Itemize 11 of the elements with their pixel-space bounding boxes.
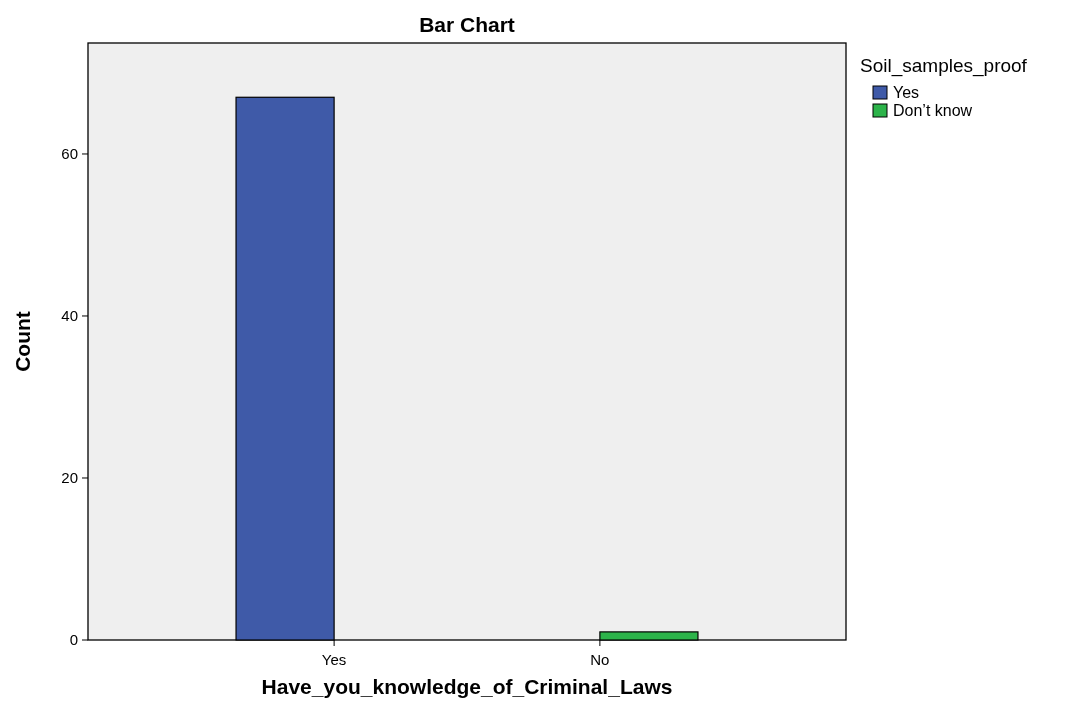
y-axis-title: Count: [11, 311, 34, 372]
legend-label: Don’t know: [893, 102, 973, 119]
x-tick-label: No: [590, 651, 610, 668]
legend-label: Yes: [893, 84, 920, 101]
y-tick-label: 40: [61, 306, 78, 324]
y-tick-label: 20: [61, 468, 78, 486]
y-tick-label: 60: [61, 144, 78, 162]
legend-title: Soil_samples_proof: [860, 55, 1028, 77]
chart-title: Bar Chart: [419, 13, 515, 36]
y-tick-label: 0: [69, 631, 78, 648]
x-axis-title: Have_you_knowledge_of_Criminal_Laws: [261, 675, 673, 698]
